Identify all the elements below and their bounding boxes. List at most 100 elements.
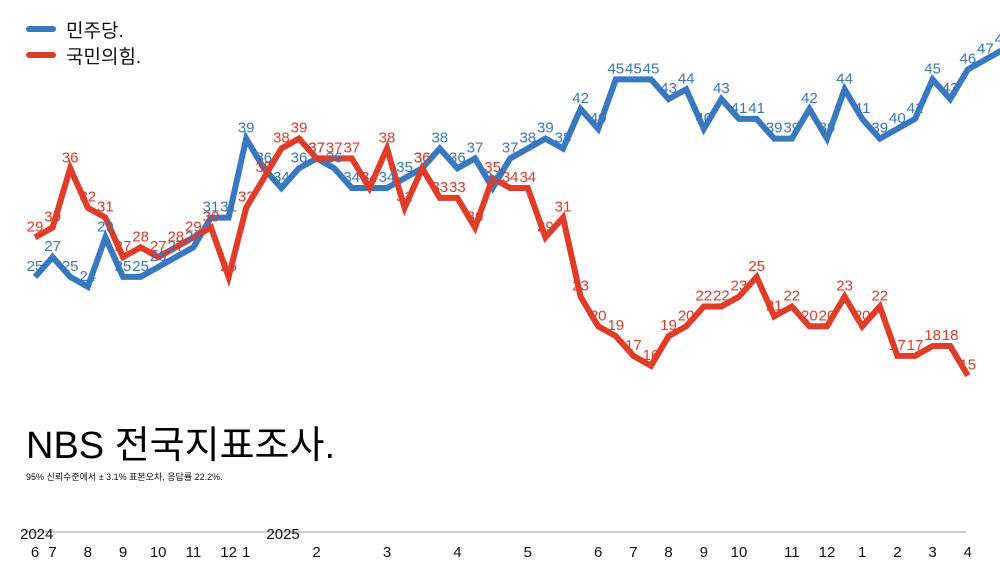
data-label-ppp: 22 — [713, 288, 730, 305]
data-label-democratic: 40 — [889, 110, 906, 127]
data-label-democratic: 36 — [291, 149, 308, 166]
month-tick-label: 1 — [242, 544, 250, 561]
data-label-democratic: 39 — [238, 120, 255, 137]
data-label-ppp: 39 — [291, 120, 308, 137]
series-line-ppp — [33, 134, 971, 378]
data-label-democratic: 39 — [819, 120, 836, 137]
data-label-democratic: 24 — [79, 268, 96, 285]
legend-label-ppp: 국민의힘. — [66, 46, 142, 68]
month-tick-label: 4 — [453, 544, 461, 561]
data-label-democratic: 46 — [959, 51, 976, 68]
month-tick-label: 7 — [629, 544, 637, 561]
legend-item-democratic: 민주당. — [26, 16, 141, 42]
month-tick-label: 4 — [964, 544, 972, 561]
data-label-ppp: 37 — [326, 139, 343, 156]
data-label-democratic: 26 — [150, 248, 167, 265]
data-label-ppp: 22 — [783, 288, 800, 305]
data-label-democratic: 36 — [449, 149, 466, 166]
data-label-ppp: 19 — [660, 317, 677, 334]
legend-swatch-democratic — [26, 26, 56, 32]
data-label-democratic: 31 — [203, 199, 220, 216]
data-label-ppp: 20 — [854, 307, 871, 324]
data-label-ppp: 30 — [467, 209, 484, 226]
data-label-ppp: 31 — [97, 199, 114, 216]
data-label-ppp: 34 — [361, 169, 378, 186]
chart-title: NBS 전국지표조사. — [26, 425, 336, 467]
data-label-ppp: 20 — [590, 307, 607, 324]
series-lines — [32, 48, 1000, 378]
data-label-democratic: 45 — [607, 60, 624, 77]
data-label-ppp: 23 — [572, 278, 589, 295]
data-label-ppp: 23 — [836, 278, 853, 295]
legend: 민주당. 국민의힘. — [26, 16, 141, 68]
data-label-ppp: 34 — [519, 169, 536, 186]
data-label-democratic: 40 — [695, 110, 712, 127]
data-label-democratic: 34 — [343, 169, 360, 186]
month-tick-label: 12 — [819, 544, 836, 561]
data-label-ppp: 17 — [907, 337, 924, 354]
data-label-ppp: 29 — [537, 218, 554, 235]
data-label-democratic: 39 — [766, 120, 783, 137]
data-label-democratic: 45 — [924, 60, 941, 77]
data-label-ppp: 28 — [132, 228, 149, 245]
data-label-democratic: 36 — [326, 149, 343, 166]
month-tick-label: 6 — [594, 544, 602, 561]
data-label-democratic: 41 — [731, 100, 748, 117]
data-label-democratic: 39 — [783, 120, 800, 137]
data-label-ppp: 32 — [238, 189, 255, 206]
data-label-ppp: 20 — [801, 307, 818, 324]
data-label-ppp: 29 — [27, 218, 44, 235]
data-label-democratic: 25 — [132, 258, 149, 275]
data-label-ppp: 31 — [555, 199, 572, 216]
legend-swatch-ppp — [26, 52, 56, 58]
data-label-democratic: 41 — [907, 100, 924, 117]
data-label-ppp: 35 — [255, 159, 272, 176]
data-label-democratic: 37 — [502, 139, 519, 156]
month-tick-label: 11 — [186, 544, 202, 561]
data-label-ppp: 38 — [273, 130, 290, 147]
data-label-ppp: 28 — [167, 228, 184, 245]
data-label-ppp: 17 — [889, 337, 906, 354]
data-label-democratic: 36 — [414, 149, 431, 166]
data-label-ppp: 37 — [343, 139, 360, 156]
month-tick-label: 10 — [150, 544, 167, 561]
data-label-ppp: 35 — [484, 159, 501, 176]
data-label-democratic: 34 — [361, 169, 378, 186]
month-tick-label: 6 — [31, 544, 39, 561]
chart-subtitle: 95% 신뢰수준에서 ± 3.1% 표본오차, 응답률 22.2%. — [26, 472, 223, 482]
data-label-ppp: 21 — [766, 297, 783, 314]
data-label-democratic: 47 — [977, 41, 994, 58]
data-label-ppp: 27 — [150, 238, 167, 255]
data-label-democratic: 40 — [590, 110, 607, 127]
month-tick-label: 2 — [893, 544, 901, 561]
month-tick-label: 3 — [928, 544, 936, 561]
data-label-ppp: 22 — [695, 288, 712, 305]
month-tick-label: 5 — [524, 544, 532, 561]
month-tick-label: 8 — [664, 544, 672, 561]
data-label-ppp: 18 — [942, 327, 959, 344]
data-label-ppp: 20 — [678, 307, 695, 324]
x-tick-labels: 2024202520266789101112123456789101112123… — [20, 526, 972, 561]
month-tick-label: 12 — [220, 544, 237, 561]
data-label-democratic: 27 — [44, 238, 61, 255]
month-tick-label: 9 — [700, 544, 708, 561]
data-label-democratic: 45 — [625, 60, 642, 77]
data-label-ppp: 25 — [748, 258, 765, 275]
month-tick-label: 11 — [784, 544, 800, 561]
data-label-ppp: 32 — [79, 189, 96, 206]
data-label-democratic: 44 — [678, 70, 695, 87]
data-label-democratic: 34 — [379, 169, 396, 186]
data-label-democratic: 34 — [273, 169, 290, 186]
data-label-democratic: 28 — [185, 228, 202, 245]
data-label-ppp: 23 — [731, 278, 748, 295]
data-label-ppp: 36 — [62, 149, 79, 166]
series-line-democratic — [32, 48, 1000, 292]
month-tick-label: 8 — [84, 544, 92, 561]
legend-label-democratic: 민주당. — [66, 20, 124, 42]
data-label-democratic: 41 — [748, 100, 765, 117]
data-label-ppp: 29 — [185, 218, 202, 235]
data-label-ppp: 38 — [379, 130, 396, 147]
data-label-democratic: 27 — [167, 238, 184, 255]
month-tick-label: 1 — [858, 544, 866, 561]
